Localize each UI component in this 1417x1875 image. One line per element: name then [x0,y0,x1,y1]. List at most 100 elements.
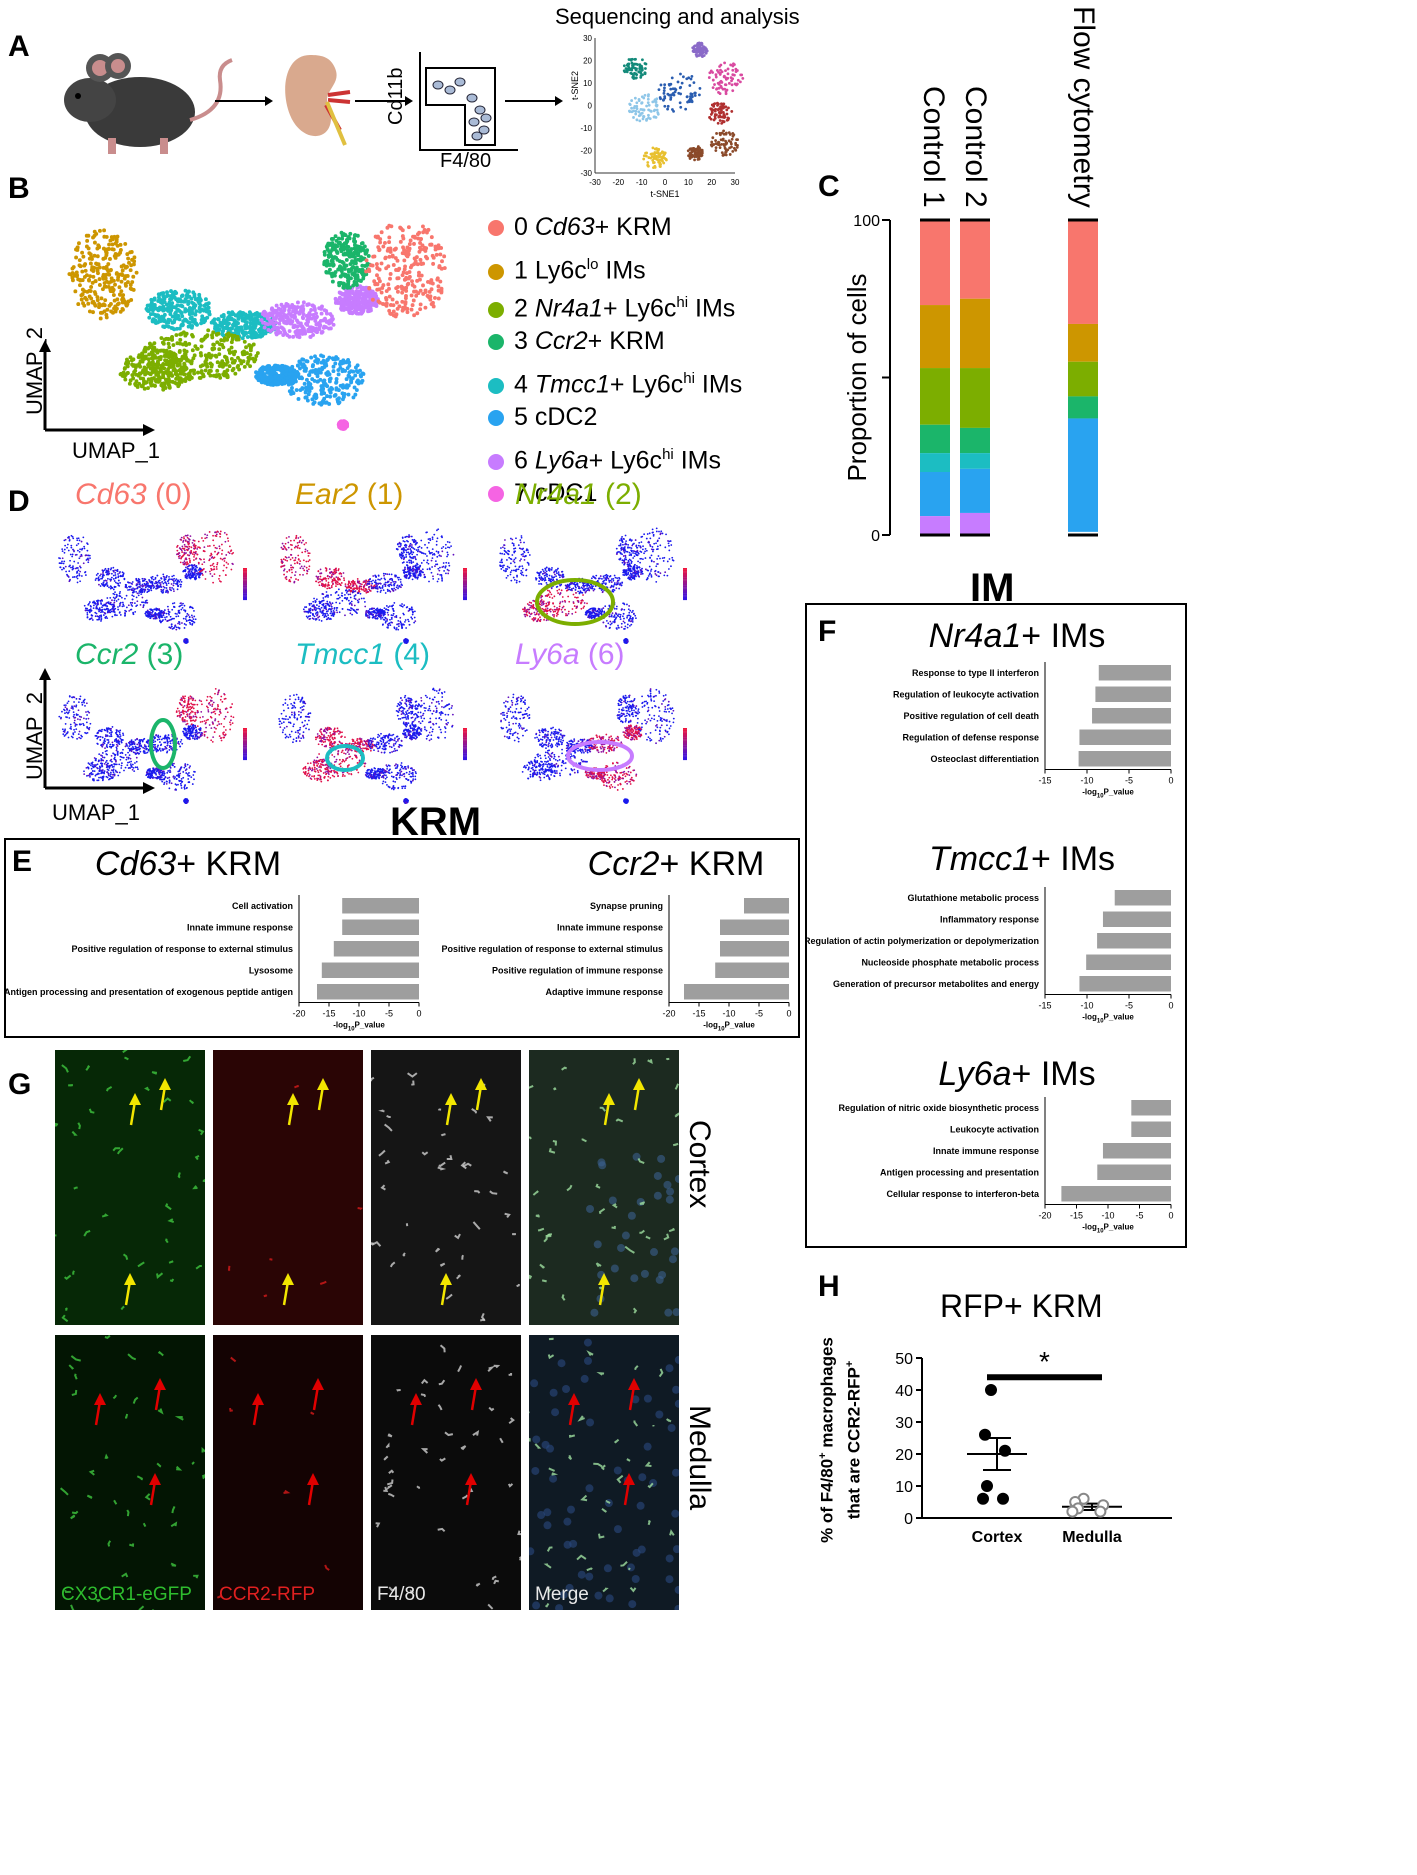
go-term-label: Synapse pruning [590,901,663,911]
tsne-xtick: 20 [707,178,716,187]
go-xlabel: -log10P_value [1082,1013,1134,1025]
go-term-label: Positive regulation of cell death [903,711,1039,721]
panel-f-label: F [818,615,837,648]
legend-item: 1 Ly6clo IMs [488,246,742,284]
c-ytick: 0 [871,528,880,545]
micrograph-medulla-2: F4/80 [371,1335,521,1610]
tsne-ytick: 0 [588,102,593,111]
umap-axes-arrows-d [39,668,155,794]
c-ylabel: Proportion of cells [842,273,872,481]
c-bar-segment [1068,220,1098,324]
micrograph-cortex-3 [529,1050,679,1325]
go-xtick: 0 [1168,776,1173,786]
tsne-xtick: -20 [613,178,625,187]
go-xtick: -5 [1135,1211,1143,1221]
go-xtick: -15 [322,1009,335,1019]
umap-x-label: UMAP_1 [72,438,161,463]
go-chart-title: Tmcc1+ IMs [929,840,1115,878]
go-bar [342,919,419,935]
rfp-krm-dot-plot: 50 40 30 20 10 0 Cortex Medulla * [895,1346,1172,1546]
c-bar-segment [1068,396,1098,419]
column-label-flow-cytometry: Flow cytometry [1067,6,1100,208]
facs-x-label: F4/80 [440,150,492,172]
legend-dot [488,377,504,394]
go-term-label: Inflammatory response [940,914,1039,924]
feature-title: Tmcc1 (4) [295,638,430,671]
go-chart: Ccr2+ KRM Synapse pruning Innate immune re… [441,845,791,1033]
arrow-icon [505,96,563,106]
tsne-xtick: 30 [731,178,740,187]
go-bar [1102,911,1171,927]
go-xtick: 0 [1168,1211,1173,1221]
cluster-legend: 0 Cd63+ KRM 1 Ly6clo IMs 2 Nr4a1+ Ly6chi I… [488,208,742,512]
micrograph-medulla-1: CCR2-RFP [213,1335,363,1610]
tsne-ytick: -30 [580,169,592,178]
go-term-label: Antigen processing and presentation [880,1167,1039,1177]
cluster-outline [566,740,634,772]
go-term-label: Cellular response to interferon-beta [886,1189,1040,1199]
h-ytick: 0 [904,1511,913,1528]
c-bar-segment [960,468,990,513]
feature-umap [500,688,687,804]
channel-label: F4/80 [377,1584,426,1605]
c-bar-segment [1068,323,1098,362]
legend-item: 3 Ccr2+ KRM [488,322,742,360]
channel-label: Merge [535,1584,589,1605]
panel-e-label: E [12,845,33,878]
feature-title: Nr4a1 (2) [515,478,642,511]
channel-label: CX3CR1-eGFP [61,1584,192,1605]
go-bar [1098,665,1171,681]
go-bar [1092,708,1171,724]
tsne-xtick: -30 [589,178,601,187]
legend-item: 7 cDC1 [488,474,742,512]
legend-dot [488,220,504,237]
go-xtick: -20 [662,1009,675,1019]
micrograph-cortex-0 [55,1050,205,1325]
go-bar [684,984,789,1000]
go-bar [1095,686,1171,702]
panel-h-ylabel: % of F4/80+ macrophages that are CCR2-RF… [817,1337,864,1543]
h-data-point [1066,1505,1079,1518]
tsne-ytick: 10 [583,79,592,88]
tsne-x-label: t-SNE1 [650,189,679,198]
legend-dot [488,486,504,503]
go-term-label: Positive regulation of response to exter… [441,944,663,954]
panel-a-label: A [8,30,30,63]
h-data-point [979,1428,991,1441]
facs-gate-plot [419,52,518,151]
h-ytick: 10 [895,1479,913,1496]
sequencing-title: Sequencing and analysis [555,4,800,29]
go-xtick: -10 [1101,1211,1114,1221]
tsne-ytick: -10 [580,124,592,133]
go-xtick: -10 [1080,776,1093,786]
feature-umap [280,528,467,645]
umap-d-x-label: UMAP_1 [52,800,141,825]
umap-d-y-label: UMAP_2 [22,691,47,780]
micrograph-medulla-0: CX3CR1-eGFP [55,1335,205,1610]
ylabel-line1: % of F4/80 [817,1458,837,1543]
micrograph-cortex-1 [213,1050,363,1325]
cluster-outline [535,578,615,626]
go-bar [1114,890,1171,906]
umap-y-label: UMAP_2 [22,326,47,415]
go-bar [321,962,419,978]
go-term-label: Regulation of actin polymerization or de… [807,936,1039,946]
c-bar-segment [920,368,950,425]
go-xlabel: -log10P_value [333,1021,385,1033]
go-term-label: Lysosome [249,965,293,975]
color-scale [243,568,247,601]
c-ytick: 100 [853,213,880,230]
go-chart: Tmcc1+ IMs Glutathione metabolic process I… [807,840,1174,1025]
go-bar [1102,1143,1171,1159]
feature-title: Ly6a (6) [515,638,625,671]
c-bar-segment [960,368,990,428]
go-xtick: 0 [786,1009,791,1019]
legend-item: 6 Ly6a+ Ly6chi IMs [488,436,742,474]
h-data-point [985,1384,997,1396]
go-xtick: -20 [1038,1211,1051,1221]
color-scale [243,728,247,761]
c-bar-segment [960,298,990,369]
go-term-label: Positive regulation of immune response [492,965,663,975]
tsne-xtick: 0 [663,178,668,187]
